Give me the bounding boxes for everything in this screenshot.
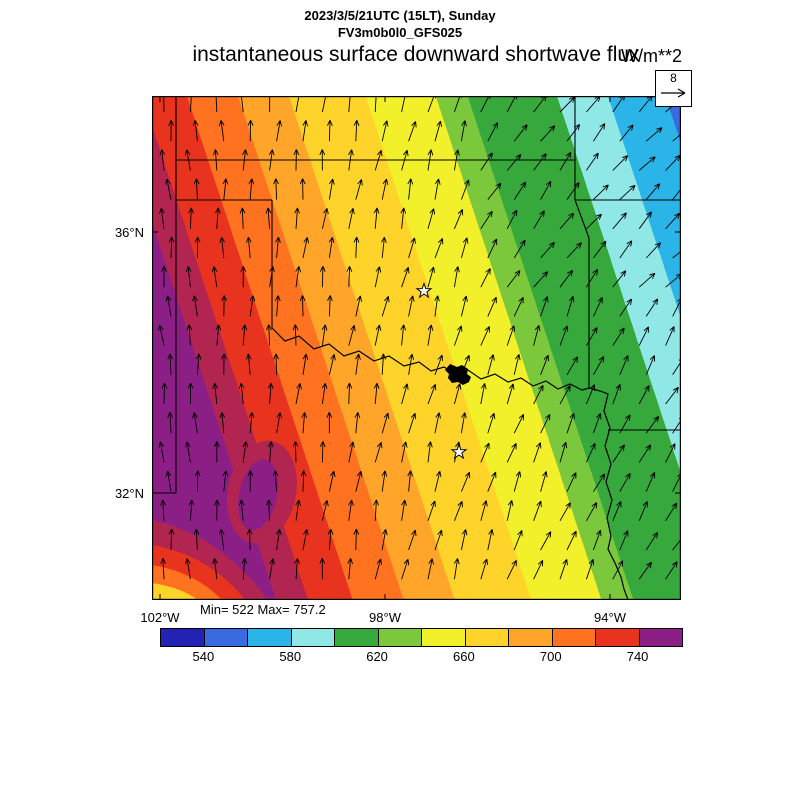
colorbar-tick-label: 740: [626, 649, 649, 664]
city-star-marker: [415, 281, 433, 299]
lon-label-94w: 94°W: [594, 610, 626, 625]
flux-map: [152, 96, 681, 600]
model-name-line: FV3m0b0l0_GFS025: [337, 25, 463, 40]
plot-units: W/m**2: [620, 46, 682, 66]
lake-marker: [445, 364, 471, 385]
colorbar-segment: [465, 629, 509, 646]
colorbar: [160, 628, 683, 647]
colorbar-segment: [509, 629, 553, 646]
wind-reference-legend: 8: [655, 70, 692, 107]
wind-reference-value: 8: [670, 71, 677, 85]
colorbar-segment: [248, 629, 292, 646]
colorbar-tick-label: 540: [192, 649, 215, 664]
colorbar-tick-labels: 540 580 620 660 700 740: [160, 649, 681, 667]
flux-fill-field: [152, 96, 681, 600]
map-frame: [152, 96, 681, 600]
colorbar-segment: [422, 629, 466, 646]
reference-arrow-icon: [661, 88, 686, 98]
axis-ticks: [152, 96, 681, 600]
lat-label-36n: 36°N: [114, 225, 144, 240]
wind-arrows: [157, 96, 681, 580]
valid-time-line: 2023/3/5/21UTC (15LT), Sunday: [304, 8, 496, 23]
colorbar-tick-label: 620: [366, 649, 388, 664]
colorbar-segment: [291, 629, 335, 646]
colorbar-segment: [335, 629, 379, 646]
colorbar-segment: [378, 629, 422, 646]
colorbar-tick-label: 580: [279, 649, 302, 664]
lon-label-98w: 98°W: [369, 610, 401, 625]
colorbar-segment: [161, 629, 205, 646]
colorbar-tick-label: 660: [453, 649, 475, 664]
city-star-markers: [415, 281, 468, 460]
lon-label-102w: 102°W: [140, 610, 180, 625]
colorbar-segment: [639, 629, 682, 646]
city-star-marker: [450, 442, 468, 460]
minmax-stats: Min= 522 Max= 757.2: [200, 602, 326, 617]
lat-label-32n: 32°N: [114, 486, 144, 501]
colorbar-segment: [552, 629, 596, 646]
plot-title: instantaneous surface downward shortwave…: [192, 43, 640, 66]
flux-band-gold: [152, 583, 198, 600]
red-river-border: [271, 327, 629, 600]
colorbar-tick-label: 700: [539, 649, 562, 664]
state-borders: [152, 96, 681, 494]
colorbar-segment: [204, 629, 248, 646]
flux-maximum-pocket-inner: [237, 459, 279, 531]
colorbar-segment: [596, 629, 640, 646]
